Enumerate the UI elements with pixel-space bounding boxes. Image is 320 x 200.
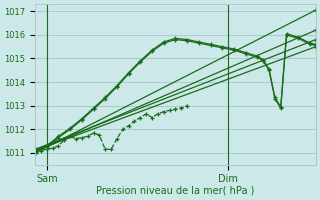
X-axis label: Pression niveau de la mer( hPa ): Pression niveau de la mer( hPa ) <box>96 186 255 196</box>
